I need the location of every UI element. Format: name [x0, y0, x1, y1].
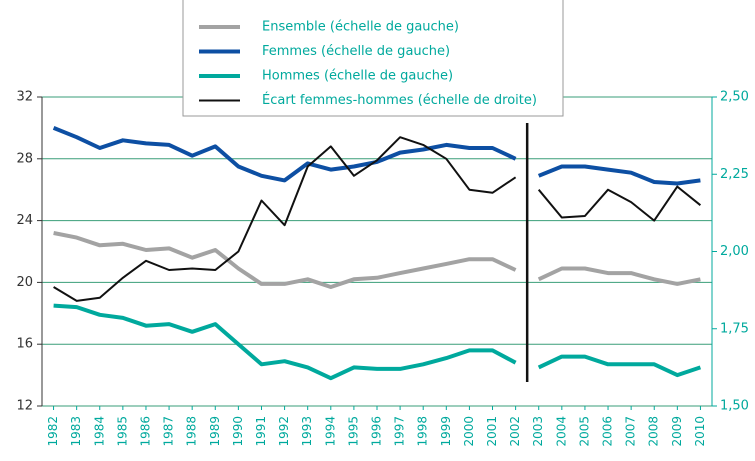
x-tick-label: 1996: [370, 416, 384, 447]
series-line: [53, 136, 517, 302]
y2-tick-label: 2,00: [720, 244, 749, 259]
x-tick-label: 1988: [185, 416, 199, 447]
x-tick-label: 1987: [162, 416, 176, 447]
legend-label: Écart femmes-hommes (échelle de droite): [262, 92, 537, 108]
legend-label: Ensemble (échelle de gauche): [262, 20, 459, 35]
x-tick-label: 1985: [115, 416, 129, 447]
x-tick-label: 2003: [531, 416, 545, 447]
x-tick-label: 2001: [485, 416, 499, 447]
x-tick-label: 1982: [46, 416, 60, 447]
x-tick-label: 2000: [462, 416, 476, 447]
x-tick-label: 1994: [323, 416, 337, 447]
x-tick-label: 1983: [69, 416, 83, 447]
x-tick-label: 1984: [92, 416, 106, 447]
x-tick-label: 1999: [439, 416, 453, 447]
x-tick-label: 1991: [254, 416, 268, 447]
x-tick-label: 2004: [554, 416, 568, 447]
y-tick-label: 12: [16, 399, 33, 414]
series-line: [537, 164, 701, 186]
x-tick-label: 1986: [138, 416, 152, 447]
series-line: [53, 303, 517, 381]
legend-label: Hommes (échelle de gauche): [262, 69, 453, 84]
x-tick-label: 2007: [624, 416, 638, 447]
legend: Ensemble (échelle de gauche) Femmes (éche…: [182, 0, 564, 117]
series-line: [52, 126, 517, 183]
x-tick-label: 1989: [208, 416, 222, 447]
x-tick-label: 1992: [277, 416, 291, 447]
x-tick-label: 1995: [346, 416, 360, 447]
series-line: [537, 185, 702, 222]
y-tick-label: 32: [16, 90, 33, 105]
x-tick-label: 2006: [601, 416, 615, 447]
y2-tick-label: 2,25: [720, 167, 749, 182]
y-tick-label: 28: [16, 151, 33, 166]
y-tick-label: 20: [16, 275, 33, 290]
series-line: [537, 354, 702, 378]
x-tick-label: 1990: [231, 416, 245, 447]
x-tick-label: 1997: [393, 416, 407, 447]
y2-tick-label: 1,75: [720, 321, 749, 336]
x-tick-label: 2005: [577, 416, 591, 447]
series-line: [53, 231, 517, 289]
x-tick-label: 1998: [416, 416, 430, 447]
y-tick-label: 24: [16, 213, 33, 228]
y2-tick-label: 1,50: [720, 399, 749, 414]
legend-box: [182, 0, 564, 117]
y2-tick-label: 2,50: [720, 90, 749, 105]
legend-label: Femmes (échelle de gauche): [262, 44, 450, 59]
x-tick-label: 2008: [647, 416, 661, 447]
x-tick-label: 2010: [693, 416, 707, 447]
x-tick-label: 1993: [300, 416, 314, 447]
series-line: [537, 266, 701, 286]
x-tick-label: 2009: [670, 416, 684, 447]
x-tick-label: 2002: [508, 416, 522, 447]
y-tick-label: 16: [16, 337, 33, 352]
